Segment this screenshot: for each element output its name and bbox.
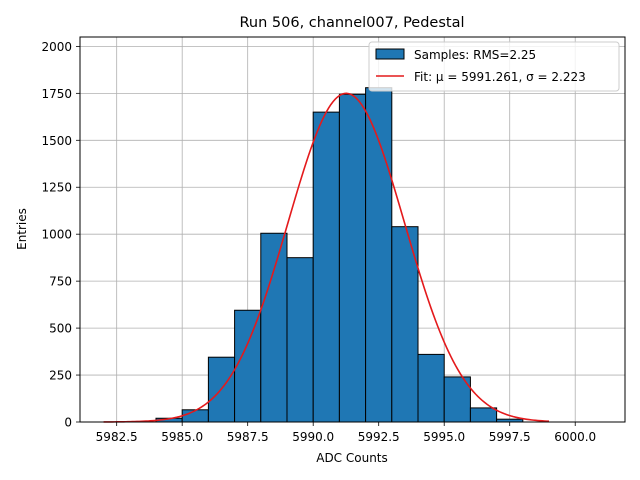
plot-frame (79, 36, 626, 423)
y-tick-label: 1000 (41, 228, 72, 242)
histogram-bar (286, 257, 314, 423)
histogram-bar (365, 87, 393, 423)
y-tick-label: 500 (49, 322, 72, 336)
y-axis-label: Entries (15, 208, 29, 250)
histogram-bars (155, 87, 524, 423)
legend-swatch-histogram (375, 48, 405, 60)
x-tick-label: 5987.5 (227, 430, 269, 444)
chart-title: Run 506, channel007, Pedestal (239, 15, 464, 31)
x-tick-label: 5985.0 (161, 430, 203, 444)
y-tick-label: 0 (64, 416, 72, 430)
x-tick-label: 5982.5 (96, 430, 138, 444)
y-tick-label: 1500 (41, 134, 72, 148)
y-tick-label: 1250 (41, 181, 72, 195)
y-tick-label: 1750 (41, 87, 72, 101)
histogram-bar (234, 309, 262, 423)
histogram-bar (312, 111, 340, 423)
histogram-bar (417, 353, 445, 423)
histogram-bar (469, 407, 498, 423)
histogram-bar (338, 93, 367, 423)
x-tick-label: 5997.5 (489, 430, 531, 444)
x-tick-label: 5995.0 (423, 430, 465, 444)
histogram-bar (391, 226, 419, 423)
histogram-bar (260, 232, 288, 423)
histogram-bar (181, 409, 209, 423)
fit-curve-group (103, 92, 550, 423)
legend-label-histogram: Samples: RMS=2.25 (414, 48, 536, 62)
y-tick-label: 750 (49, 275, 72, 289)
histogram-bar (443, 376, 471, 423)
legend: Samples: RMS=2.25 Fit: μ = 5991.261, σ =… (368, 41, 620, 92)
x-axis-label: ADC Counts (316, 451, 388, 465)
x-tick-label: 6000.0 (554, 430, 596, 444)
y-tick-label: 2000 (41, 40, 72, 54)
x-tick-label: 5990.0 (292, 430, 334, 444)
legend-label-fit: Fit: μ = 5991.261, σ = 2.223 (414, 70, 586, 84)
y-axis-ticks: 0 250 500 750 1000 1250 1500 1750 2000 (41, 40, 80, 430)
fit-curve (103, 92, 550, 423)
x-axis-ticks: 5982.5 5985.0 5987.5 5990.0 5992.5 5995.0 5997… (96, 422, 596, 444)
legend-box (368, 41, 620, 92)
y-tick-label: 250 (49, 369, 72, 383)
x-tick-label: 5992.5 (358, 430, 400, 444)
